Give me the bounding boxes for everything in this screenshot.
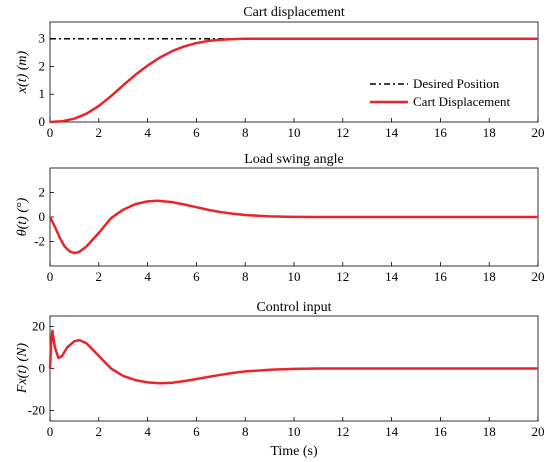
legend-entry-cart: Cart Displacement <box>413 94 510 109</box>
y-tick-label: 20 <box>32 319 45 334</box>
x-tick-label: 20 <box>532 125 545 140</box>
x-tick-label: 8 <box>242 125 249 140</box>
x-tick-label: 4 <box>144 269 151 284</box>
x-tick-label: 12 <box>336 125 349 140</box>
x-tick-label: 8 <box>242 269 249 284</box>
y-tick-label: 0 <box>39 114 46 129</box>
y-axis-label: Fx(t) (N) <box>15 343 30 394</box>
x-tick-label: 12 <box>336 424 349 439</box>
x-tick-label: 4 <box>144 424 151 439</box>
x-tick-label: 14 <box>385 125 399 140</box>
y-tick-label: 0 <box>39 209 46 224</box>
y-tick-label: -20 <box>28 403 45 418</box>
x-tick-label: 20 <box>532 424 545 439</box>
y-tick-label: 0 <box>39 361 46 376</box>
y-ticks: -2 0 2 <box>34 185 54 249</box>
x-tick-label: 10 <box>288 125 301 140</box>
y-tick-label: -2 <box>34 234 45 249</box>
x-ticks: 0 2 4 6 8 10 12 14 16 18 20 <box>47 262 545 284</box>
panel-load-swing-angle: Load swing angle -202 0 2 4 6 8 10 12 14 16 18 20 … <box>15 152 545 284</box>
series-lines <box>48 199 538 255</box>
x-tick-label: 18 <box>483 125 496 140</box>
y-tick-label: 1 <box>39 86 46 101</box>
x-ticks: 0 2 4 6 8 10 12 14 16 18 20 <box>47 417 545 439</box>
x-tick-label: 2 <box>96 424 103 439</box>
x-tick-label: 20 <box>532 269 545 284</box>
y-axis-label: θ(t) (°) <box>15 197 30 236</box>
y-ticks: -20 0 20 <box>28 319 54 418</box>
series-line-1 <box>48 329 538 385</box>
x-tick-label: 0 <box>47 125 54 140</box>
x-tick-label: 8 <box>242 424 249 439</box>
x-tick-label: 14 <box>385 269 399 284</box>
x-tick-label: 14 <box>385 424 399 439</box>
x-ticks: 0 2 4 6 8 10 12 14 16 18 20 <box>47 118 545 140</box>
x-tick-label: 4 <box>144 125 151 140</box>
x-tick-label: 6 <box>193 424 200 439</box>
y-tick-label: 2 <box>39 58 46 73</box>
chart-title: Load swing angle <box>244 152 344 167</box>
legend-entry-desired: Desired Position <box>413 76 500 91</box>
x-tick-label: 12 <box>336 269 349 284</box>
x-tick-label: 16 <box>434 125 448 140</box>
x-axis-label: Time (s) <box>270 444 318 459</box>
y-tick-label: 3 <box>39 31 46 46</box>
x-tick-label: 18 <box>483 269 496 284</box>
series-line-2 <box>49 37 538 124</box>
x-tick-label: 0 <box>47 424 54 439</box>
legend: Desired Position Cart Displacement <box>362 74 534 116</box>
x-tick-label: 10 <box>288 269 301 284</box>
series-lines <box>49 37 538 124</box>
x-tick-label: 2 <box>96 125 103 140</box>
x-tick-label: 16 <box>434 424 448 439</box>
series-line-1 <box>48 199 538 255</box>
x-tick-label: 18 <box>483 424 496 439</box>
x-tick-label: 16 <box>434 269 448 284</box>
series-lines <box>48 329 538 385</box>
y-tick-label: 2 <box>39 185 46 200</box>
x-tick-label: 6 <box>193 125 200 140</box>
chart-title: Control input <box>256 300 331 315</box>
x-tick-label: 0 <box>47 269 54 284</box>
x-tick-label: 6 <box>193 269 200 284</box>
y-axis-label: x(t) (m) <box>15 50 30 94</box>
x-tick-label: 10 <box>288 424 301 439</box>
x-tick-label: 2 <box>96 269 103 284</box>
chart-title: Cart displacement <box>243 5 345 20</box>
